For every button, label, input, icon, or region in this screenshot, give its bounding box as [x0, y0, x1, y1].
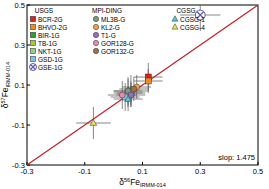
label-part: Fe: [0, 87, 10, 97]
y-tick: [27, 5, 30, 6]
point: [131, 86, 137, 92]
y-axis-label: δ57FeIRMM-014: [0, 62, 11, 108]
y-tick-label: 0.1: [15, 81, 25, 90]
x-tick-label: -0.1: [78, 167, 91, 176]
legend-label: ML3B-G: [101, 16, 125, 23]
legend-marker: [93, 24, 98, 29]
legend-marker: [93, 48, 98, 53]
marker-part: [31, 65, 36, 70]
y-tick-label: -0.1: [12, 121, 25, 130]
x-tick: [142, 162, 143, 165]
legend-label: GSD-1G: [38, 56, 63, 63]
y-tick: [27, 45, 30, 46]
x-axis-label: δ56FeIRMM-014: [119, 177, 165, 188]
legend-marker: [172, 16, 178, 21]
legend-label: CGSG-1: [180, 16, 205, 23]
legend-group-title: MPI-DING: [92, 7, 122, 14]
legend-group-title: USGS: [35, 7, 54, 14]
x-tick-label: 0.5: [253, 167, 263, 176]
legend-label: TB-1G: [38, 40, 57, 47]
plot-area: [27, 5, 258, 165]
legend-marker: [30, 16, 35, 21]
legend-label: GOR132-G: [101, 48, 134, 55]
x-tick: [84, 162, 85, 165]
legend-label: BHVO-2G: [38, 24, 67, 31]
legend-label: GOR128-G: [101, 40, 134, 47]
y-tick-label: -0.3: [12, 161, 25, 170]
x-tick: [258, 162, 259, 165]
legend-marker: [30, 24, 35, 29]
legend-label: GSE-1G: [38, 64, 63, 71]
legend-marker: [172, 24, 178, 29]
legend-marker: [30, 64, 37, 71]
plot-frame: [27, 5, 258, 165]
point: [125, 95, 132, 101]
chart: -0.3-0.10.10.30.5-0.3-0.10.10.30.5δ56FeI…: [0, 0, 269, 189]
legend-marker: [30, 56, 35, 61]
legend-label: NKT-1G: [38, 48, 61, 55]
y-tick-label: 0.3: [15, 41, 25, 50]
legend-label: KL2-G: [101, 24, 120, 31]
legend: USGS BCR-2GBHVO-2GBIR-1GTB-1GNKT-1GGSD-1G…: [30, 7, 206, 71]
x-tick-label: 0.3: [195, 167, 205, 176]
legend-marker: [93, 16, 98, 21]
legend-group-title: CGSG: [176, 7, 195, 14]
legend-marker: [93, 40, 98, 45]
reference-line: [27, 5, 258, 165]
y-tick: [27, 85, 30, 86]
legend-label: BCR-2G: [38, 16, 63, 23]
label-part: Fe: [130, 177, 140, 187]
annotation: slop: 1.475: [218, 153, 255, 162]
legend-marker: [30, 48, 35, 53]
legend-label: BIR-1G: [38, 32, 60, 39]
marker-part: [30, 64, 37, 71]
point: [90, 119, 97, 125]
y-tick-label: 0.5: [15, 1, 25, 10]
legend-marker: [30, 40, 35, 45]
label-part: IRMM-014: [140, 182, 166, 188]
legend-marker: [93, 32, 98, 37]
y-tick: [27, 125, 30, 126]
x-tick-label: 0.1: [137, 167, 147, 176]
legend-marker: [30, 32, 35, 37]
x-tick: [200, 162, 201, 165]
point: [119, 92, 125, 98]
legend-label: CGSG-4: [180, 24, 205, 31]
legend-label: T1-G: [101, 32, 116, 39]
point: [145, 78, 151, 84]
label-part: IRMM-014: [5, 62, 11, 88]
